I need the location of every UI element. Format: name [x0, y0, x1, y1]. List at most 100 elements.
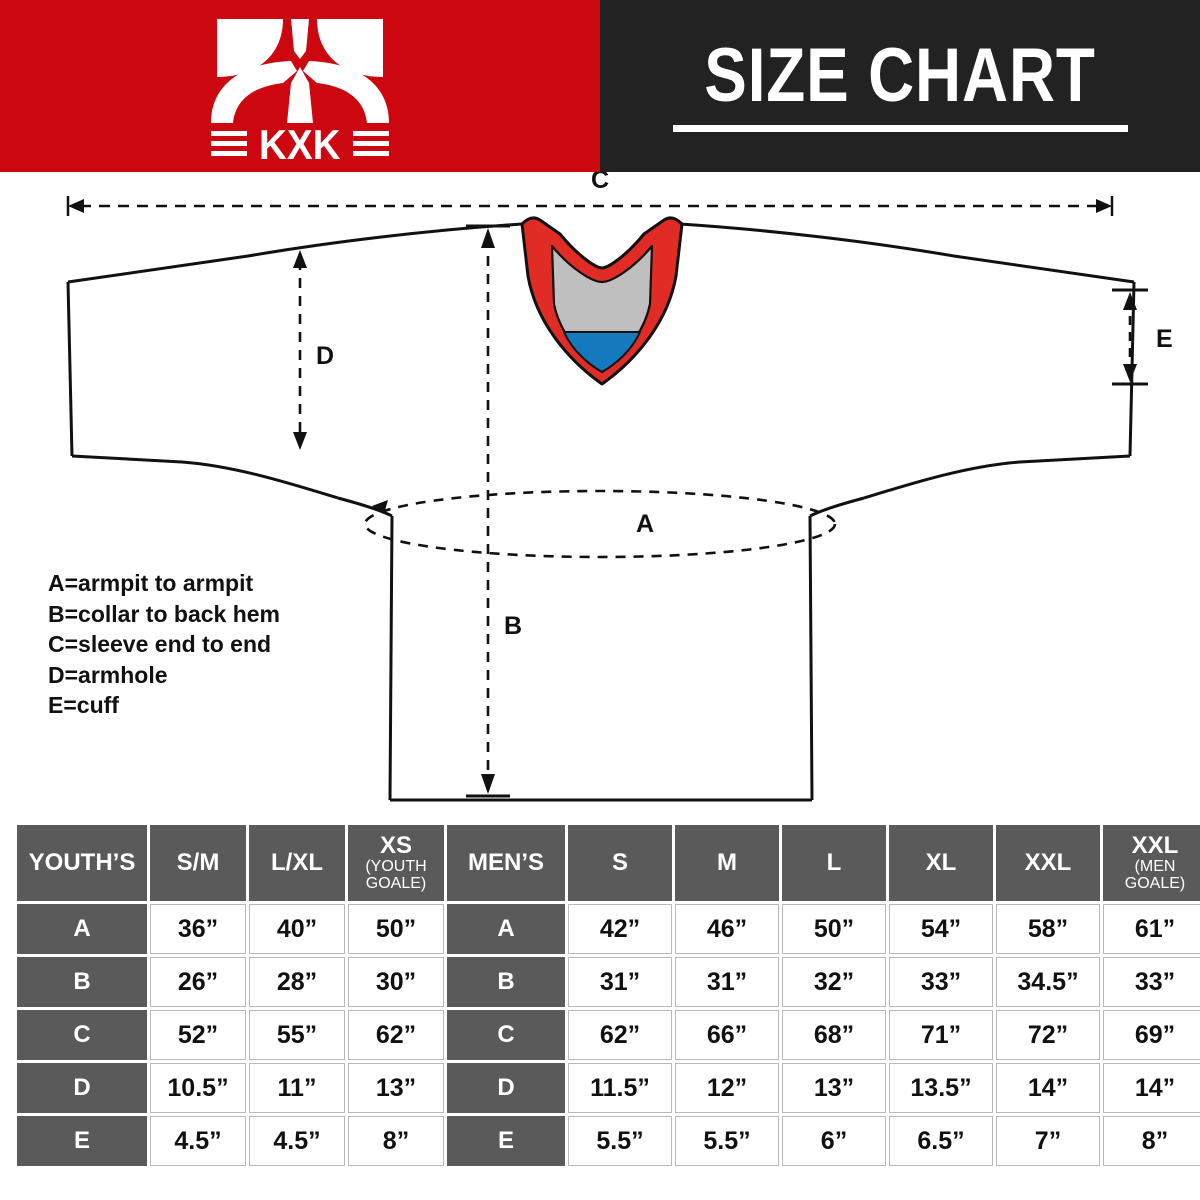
measurement-legend: A=armpit to armpit B=collar to back hem …	[48, 568, 378, 721]
row-label-youth-d: D	[17, 1063, 147, 1113]
legend-line-e: E=cuff	[48, 692, 119, 719]
dimension-a: A	[363, 489, 837, 559]
dimension-label-d: D	[316, 342, 334, 370]
legend-line-c: C=sleeve end to end	[48, 631, 272, 658]
header-men-s: S	[568, 825, 672, 901]
table-row: E 4.5” 4.5” 8” E 5.5” 5.5” 6” 6.5” 7” 8”	[17, 1116, 1200, 1166]
cell-men-s-b: 31”	[568, 957, 672, 1007]
header-men-xxl-goale: XXL (MEN GOALE)	[1103, 825, 1200, 901]
banner-left-red: KXK	[0, 0, 600, 172]
jersey-diagram: C	[0, 172, 1200, 820]
cell-men-xxlgoale-d: 14”	[1103, 1063, 1200, 1113]
dimension-label-b: B	[504, 612, 522, 640]
cell-men-xxlgoale-e: 8”	[1103, 1116, 1200, 1166]
title-block: SIZE CHART	[600, 0, 1200, 172]
table-body: A 36” 40” 50” A 42” 46” 50” 54” 58” 61” …	[17, 904, 1200, 1166]
cell-youth-lxl-c: 55”	[249, 1010, 345, 1060]
cell-youth-sm-b: 26”	[150, 957, 246, 1007]
page-title: SIZE CHART	[704, 33, 1096, 119]
jersey-diagram-svg: C	[66, 172, 1173, 802]
header-youth-xs-goale: XS (YOUTH GOALE)	[348, 825, 444, 901]
cell-men-xxl-a: 58”	[996, 904, 1100, 954]
cell-men-xxlgoale-c: 69”	[1103, 1010, 1200, 1060]
row-label-men-e: E	[447, 1116, 565, 1166]
cell-youth-xs-a: 50”	[348, 904, 444, 954]
cell-youth-xs-e: 8”	[348, 1116, 444, 1166]
cell-youth-xs-b: 30”	[348, 957, 444, 1007]
size-table-wrap: YOUTH’S S/M L/XL XS (YOUTH GOALE) MEN’S	[14, 822, 1200, 1169]
header-men-m: M	[675, 825, 779, 901]
cell-men-s-a: 42”	[568, 904, 672, 954]
cell-men-xl-b: 33”	[889, 957, 993, 1007]
header-men-xxl-goale-label: XXL	[1131, 832, 1179, 860]
table-row: C 52” 55” 62” C 62” 66” 68” 71” 72” 69”	[17, 1010, 1200, 1060]
row-label-youth-e: E	[17, 1116, 147, 1166]
table-header-row: YOUTH’S S/M L/XL XS (YOUTH GOALE) MEN’S	[17, 825, 1200, 901]
row-label-youth-a: A	[17, 904, 147, 954]
dimension-label-a: A	[636, 510, 654, 538]
cell-youth-xs-c: 62”	[348, 1010, 444, 1060]
row-label-men-a: A	[447, 904, 565, 954]
dimension-label-c: C	[591, 172, 609, 194]
cell-men-l-b: 32”	[782, 957, 886, 1007]
cell-men-xxl-b: 34.5”	[996, 957, 1100, 1007]
cell-men-xxl-c: 72”	[996, 1010, 1100, 1060]
dimension-d: D	[293, 250, 334, 450]
legend-line-b: B=collar to back hem	[48, 600, 280, 627]
dimension-c: C	[66, 172, 1114, 216]
cell-youth-lxl-a: 40”	[249, 904, 345, 954]
jersey-outline	[66, 222, 1136, 802]
cell-men-m-a: 46”	[675, 904, 779, 954]
header-mens: MEN’S	[447, 825, 565, 901]
cell-youth-sm-c: 52”	[150, 1010, 246, 1060]
header-men-s-label: S	[611, 849, 628, 877]
cell-men-s-d: 11.5”	[568, 1063, 672, 1113]
cell-men-s-c: 62”	[568, 1010, 672, 1060]
header-men-l-label: L	[826, 849, 842, 877]
cell-men-m-d: 12”	[675, 1063, 779, 1113]
collar	[520, 216, 684, 386]
cell-men-l-c: 68”	[782, 1010, 886, 1060]
header-men-xxl-goale-sub: (MEN GOALE)	[1124, 858, 1186, 893]
header-men-xl: XL	[889, 825, 993, 901]
row-label-youth-b: B	[17, 957, 147, 1007]
cell-men-xxl-d: 14”	[996, 1063, 1100, 1113]
cell-men-xxl-e: 7”	[996, 1116, 1100, 1166]
page-banner: KXK SIZE CHART	[0, 0, 1200, 172]
cell-men-xxlgoale-b: 33”	[1103, 957, 1200, 1007]
header-youth-sm: S/M	[150, 825, 246, 901]
cell-men-xl-d: 13.5”	[889, 1063, 993, 1113]
header-men-l: L	[782, 825, 886, 901]
header-youth-lxl-label: L/XL	[271, 849, 323, 877]
cell-men-m-e: 5.5”	[675, 1116, 779, 1166]
table-row: D 10.5” 11” 13” D 11.5” 12” 13” 13.5” 14…	[17, 1063, 1200, 1113]
legend-line-d: D=armhole	[48, 661, 168, 688]
cell-youth-sm-e: 4.5”	[150, 1116, 246, 1166]
cell-men-m-b: 31”	[675, 957, 779, 1007]
header-men-m-label: M	[717, 849, 737, 877]
row-label-youth-c: C	[17, 1010, 147, 1060]
row-label-men-c: C	[447, 1010, 565, 1060]
header-mens-label: MEN’S	[467, 849, 544, 877]
cell-men-l-e: 6”	[782, 1116, 886, 1166]
legend-line-a: A=armpit to armpit	[48, 570, 254, 596]
kxk-logo: KXK	[0, 6, 600, 166]
table-row: B 26” 28” 30” B 31” 31” 32” 33” 34.5” 33…	[17, 957, 1200, 1007]
title-underline	[672, 124, 1128, 132]
banner-right-black: SIZE CHART	[600, 0, 1200, 172]
cell-men-l-d: 13”	[782, 1063, 886, 1113]
header-men-xl-label: XL	[925, 849, 957, 877]
header-youth-lxl: L/XL	[249, 825, 345, 901]
header-youth-xs-label: XS	[379, 832, 412, 860]
header-youths-label: YOUTH’S	[28, 849, 136, 877]
cell-youth-xs-d: 13”	[348, 1063, 444, 1113]
cell-youth-sm-a: 36”	[150, 904, 246, 954]
cell-men-xl-e: 6.5”	[889, 1116, 993, 1166]
row-label-men-d: D	[447, 1063, 565, 1113]
cell-men-l-a: 50”	[782, 904, 886, 954]
dimension-b: B	[466, 224, 522, 798]
cell-youth-sm-d: 10.5”	[150, 1063, 246, 1113]
dimension-label-e: E	[1156, 325, 1173, 353]
kxk-logo-icon: KXK	[211, 19, 389, 161]
